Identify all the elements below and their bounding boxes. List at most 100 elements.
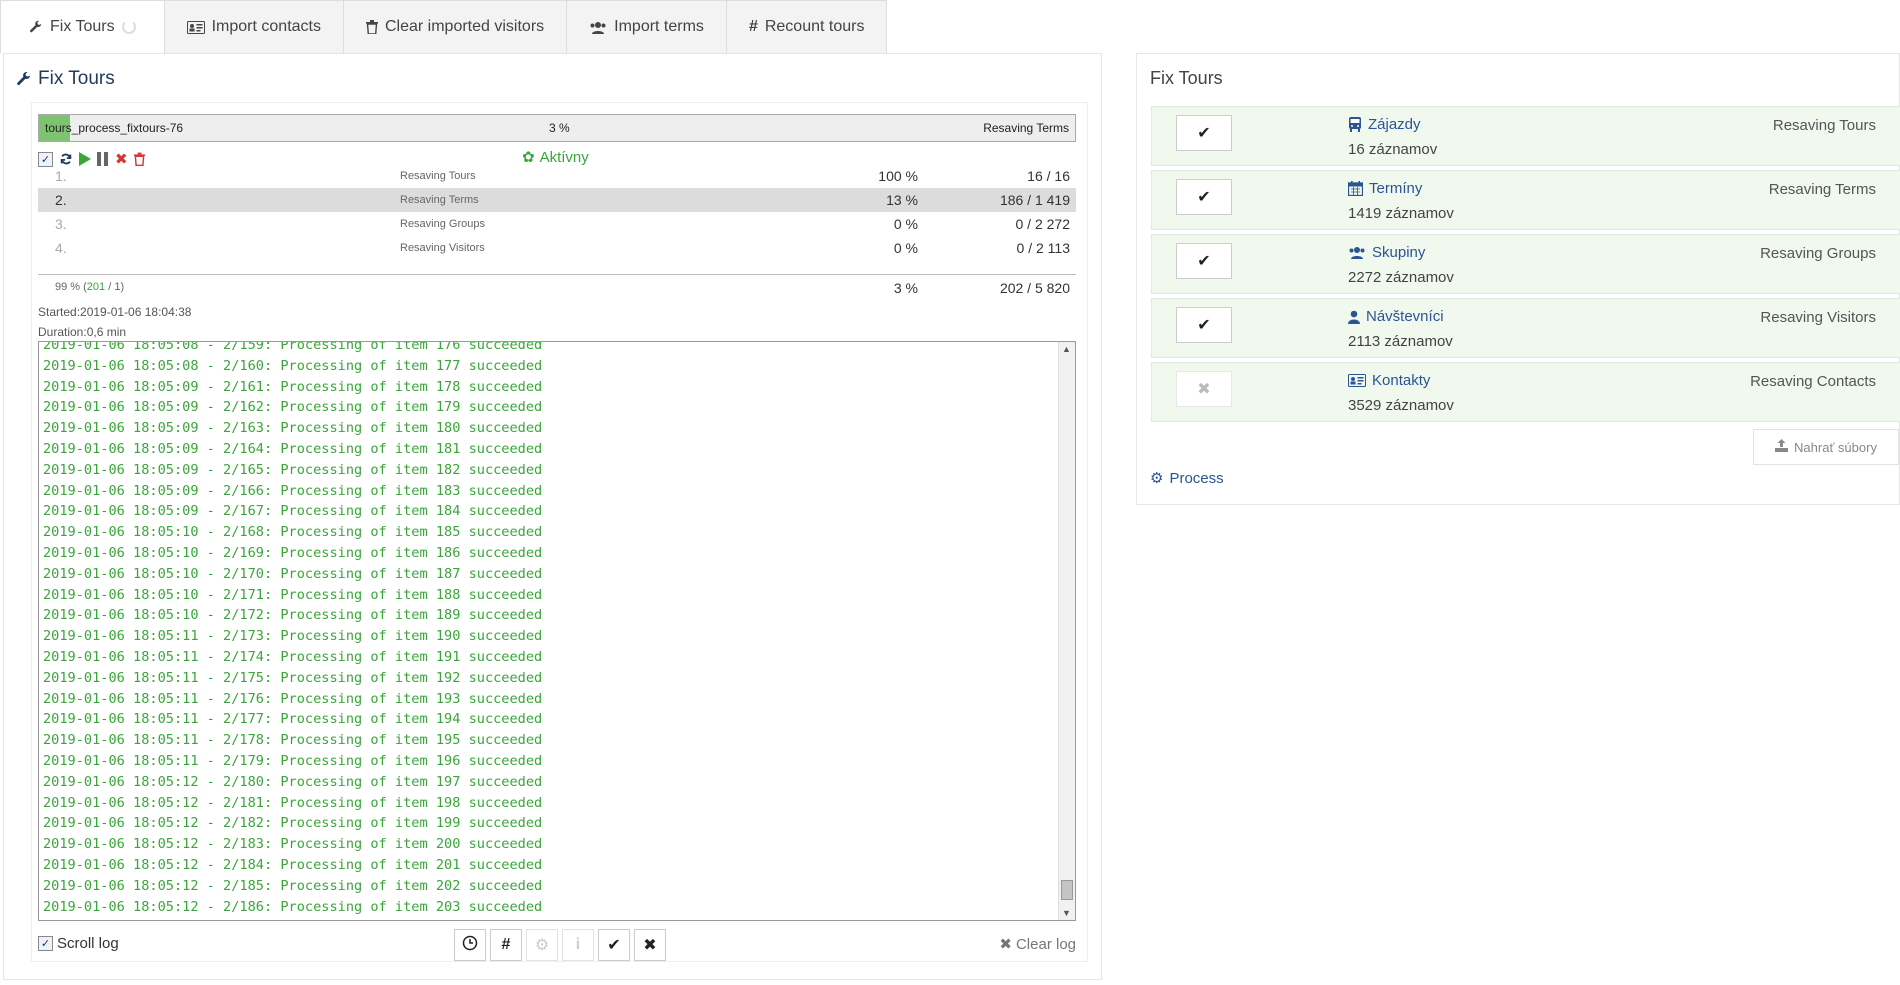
item-link[interactable]: Zájazdy: [1348, 116, 1421, 133]
scroll-log-label: Scroll log: [57, 935, 119, 952]
step-row-active: 2. Resaving Terms 13 % 186 / 1 419: [38, 188, 1076, 212]
users-icon: [1348, 246, 1366, 259]
log-line: 2019-01-06 18:05:11 - 2/173: Processing …: [43, 628, 543, 645]
upload-files-button[interactable]: Nahrať súbory: [1753, 429, 1899, 465]
item-name: Návštevníci: [1366, 308, 1444, 325]
list-item-skupiny: ✔ Skupiny 2272 záznamov Resaving Groups: [1151, 234, 1900, 294]
wrench-icon: [29, 20, 43, 34]
play-icon[interactable]: [79, 152, 91, 166]
tab-import-terms[interactable]: Import terms: [566, 0, 727, 53]
log-line: 2019-01-06 18:05:12 - 2/183: Processing …: [43, 836, 543, 853]
item-count: 3529 záznamov: [1348, 397, 1454, 414]
trash-icon: [365, 20, 378, 34]
tab-clear-imported-visitors[interactable]: Clear imported visitors: [342, 0, 568, 53]
process-link[interactable]: ⚙ Process: [1150, 469, 1224, 488]
step-count: 186 / 1 419: [999, 192, 1070, 208]
id-card-icon: [186, 20, 205, 34]
log-line: 2019-01-06 18:05:11 - 2/179: Processing …: [43, 752, 543, 769]
check-icon: ✔: [1197, 317, 1211, 334]
log-line: 2019-01-06 18:05:12 - 2/182: Processing …: [43, 815, 543, 832]
log-line: 2019-01-06 18:05:10 - 2/172: Processing …: [43, 607, 543, 624]
item-toggle-button[interactable]: ✔: [1176, 179, 1232, 215]
panel-title: Fix Tours: [16, 68, 115, 90]
tab-label: Import terms: [614, 18, 704, 35]
pause-icon[interactable]: [97, 152, 109, 166]
log-line: 2019-01-06 18:05:09 - 2/163: Processing …: [43, 420, 543, 437]
bus-icon: [1348, 117, 1362, 132]
log-action-buttons: # ⚙ i ✔ ✖: [454, 929, 666, 961]
item-name: Zájazdy: [1368, 116, 1421, 133]
item-name: Skupiny: [1372, 244, 1426, 261]
item-link[interactable]: Kontakty: [1348, 372, 1430, 389]
step-percent: 13 %: [886, 192, 918, 208]
process-log[interactable]: 2019-01-06 18:05:08 - 2/159: Processing …: [38, 341, 1076, 921]
log-line: 2019-01-06 18:05:12 - 2/186: Processing …: [43, 898, 543, 915]
delete-icon[interactable]: [133, 152, 145, 166]
scroll-log-toggle[interactable]: ✓ Scroll log: [38, 935, 119, 952]
log-line: 2019-01-06 18:05:12 - 2/181: Processing …: [43, 794, 543, 811]
info-button[interactable]: i: [562, 929, 594, 961]
users-icon: [589, 21, 607, 34]
ok-count: 201: [86, 281, 106, 293]
item-link[interactable]: Skupiny: [1348, 244, 1425, 261]
select-checkbox[interactable]: ✓: [38, 151, 53, 167]
process-label: Process: [1169, 469, 1224, 487]
refresh-icon[interactable]: [59, 152, 73, 166]
tab-import-contacts[interactable]: Import contacts: [163, 0, 344, 53]
process-name: tours_process_fixtours-76: [45, 121, 184, 135]
scroll-log-checkbox[interactable]: ✓: [38, 936, 53, 951]
scroll-up-icon[interactable]: ▲: [1062, 344, 1071, 354]
list-item-terminy: ✔ Termíny 1419 záznamov Resaving Terms: [1151, 170, 1900, 230]
item-action: Resaving Contacts: [1750, 373, 1876, 390]
log-lines: 2019-01-06 18:05:08 - 2/159: Processing …: [43, 342, 543, 917]
log-line: 2019-01-06 18:05:12 - 2/184: Processing …: [43, 856, 543, 873]
item-name: Termíny: [1369, 180, 1423, 197]
upload-icon: [1775, 439, 1789, 455]
duration: Duration:0,6 min: [38, 325, 127, 339]
tab-fix-tours[interactable]: Fix Tours: [0, 0, 165, 53]
item-action: Resaving Visitors: [1760, 309, 1876, 326]
summary-count: 202 / 5 820: [999, 280, 1070, 296]
check-icon: ✔: [1197, 125, 1211, 142]
item-toggle-button[interactable]: ✔: [1176, 243, 1232, 279]
scroll-thumb[interactable]: [1061, 880, 1073, 900]
scroll-down-icon[interactable]: ▼: [1062, 908, 1071, 918]
item-count: 16 záznamov: [1348, 141, 1438, 158]
user-icon: [1348, 310, 1360, 324]
list-item-navstevnici: ✔ Návštevníci 2113 záznamov Resaving Vis…: [1151, 298, 1900, 358]
clock-button[interactable]: [454, 929, 486, 961]
item-action: Resaving Groups: [1760, 245, 1876, 262]
settings-button[interactable]: ⚙: [526, 929, 558, 961]
process-progress-bar: tours_process_fixtours-76 3 % Resaving T…: [38, 114, 1076, 142]
hash-icon: #: [748, 18, 758, 35]
process-state-text: Aktívny: [539, 148, 589, 166]
confirm-button[interactable]: ✔: [598, 929, 630, 961]
item-toggle-button[interactable]: ✔: [1176, 115, 1232, 151]
item-link[interactable]: Termíny: [1348, 180, 1422, 197]
stop-icon[interactable]: ✖: [115, 151, 128, 168]
item-name: Kontakty: [1372, 372, 1431, 389]
log-line: 2019-01-06 18:05:09 - 2/165: Processing …: [43, 461, 543, 478]
step-count: 16 / 16: [1027, 168, 1070, 184]
step-row: 3. Resaving Groups 0 % 0 / 2 272: [38, 212, 1076, 236]
item-link[interactable]: Návštevníci: [1348, 308, 1444, 325]
recount-button[interactable]: #: [490, 929, 522, 961]
step-label: Resaving Tours: [400, 170, 476, 182]
log-footer: ✓ Scroll log # ⚙ i ✔ ✖ ✖ Clear log: [38, 929, 1076, 961]
started-time: Started:2019-01-06 18:04:38: [38, 305, 192, 319]
item-count: 2113 záznamov: [1348, 333, 1453, 350]
wrench-icon: [16, 71, 32, 87]
log-line: 2019-01-06 18:05:09 - 2/162: Processing …: [43, 399, 543, 416]
item-toggle-button[interactable]: ✔: [1176, 307, 1232, 343]
item-toggle-button[interactable]: ✖: [1176, 371, 1232, 407]
tab-recount-tours[interactable]: # Recount tours: [725, 0, 888, 53]
clear-log-button[interactable]: ✖ Clear log: [999, 935, 1076, 954]
log-scrollbar[interactable]: ▲ ▼: [1058, 342, 1075, 920]
fix-tours-settings-panel: Fix Tours ✔ Zájazdy 16 záznamov Resaving…: [1136, 53, 1900, 505]
step-number: 1.: [55, 168, 67, 184]
progress-percent: 3 %: [549, 121, 570, 135]
cancel-button[interactable]: ✖: [634, 929, 666, 961]
gear-icon: ✿: [522, 149, 535, 166]
tab-bar: Fix Tours Import contacts Clear imported…: [0, 0, 888, 53]
log-line: 2019-01-06 18:05:09 - 2/164: Processing …: [43, 440, 543, 457]
